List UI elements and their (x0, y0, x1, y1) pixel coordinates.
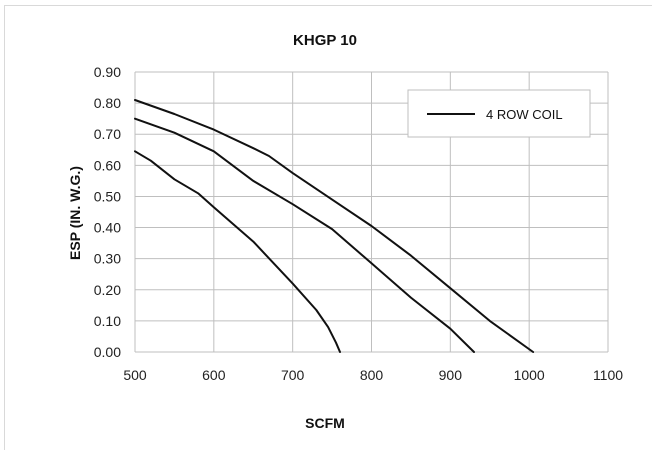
x-tick-label: 1100 (593, 367, 623, 383)
y-tick-label: 0.10 (94, 313, 121, 329)
y-tick-label: 0.70 (94, 126, 121, 142)
x-tick-label: 800 (360, 367, 384, 383)
y-tick-label: 0.30 (94, 251, 121, 267)
y-tick-label: 0.90 (94, 64, 121, 80)
series-group (134, 99, 535, 353)
y-tick-label: 0.20 (94, 282, 121, 298)
x-tick-label: 500 (123, 367, 147, 383)
x-tick-label: 600 (202, 367, 226, 383)
series-line-2 (134, 117, 475, 353)
x-tick-labels: 500 600 700 800 900 1000 1100 (123, 367, 623, 383)
legend-label: 4 ROW COIL (486, 107, 563, 122)
chart-frame (4, 5, 652, 450)
x-axis-label: SCFM (305, 415, 345, 431)
x-tick-label: 1000 (514, 367, 545, 383)
y-axis-label: ESP (IN. W.G.) (67, 166, 83, 260)
x-tick-label: 700 (281, 367, 305, 383)
y-tick-label: 0.60 (94, 157, 121, 173)
y-tick-label: 0.40 (94, 220, 121, 236)
y-tick-labels: 0.00 0.10 0.20 0.30 0.40 0.50 0.60 0.70 0.80 0.90 (94, 64, 121, 360)
x-tick-label: 900 (439, 367, 463, 383)
legend: 4 ROW COIL (407, 89, 591, 138)
chart-title: KHGP 10 (293, 32, 357, 49)
y-tick-label: 0.00 (94, 344, 121, 360)
y-tick-label: 0.80 (94, 95, 121, 111)
grid (134, 71, 609, 353)
y-tick-label: 0.50 (94, 188, 121, 204)
series-line-3 (134, 150, 341, 353)
series-line-1 (134, 99, 535, 353)
